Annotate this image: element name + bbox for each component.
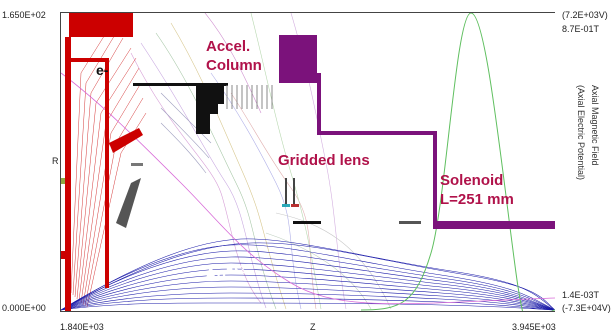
solenoid-length-label: L=251 mm — [440, 191, 514, 208]
right-axis-title-magnetic: Axial Magnetic Field — [590, 85, 600, 166]
right-axis-bottom-field: 1.4E-03T — [562, 290, 600, 300]
ion-base-label: Au — [205, 266, 227, 284]
simulation-plot — [60, 12, 555, 312]
pierce-electrode — [116, 178, 141, 228]
solenoid-electrode — [279, 35, 555, 229]
y-axis-bottom-tick: 0.000E+00 — [2, 303, 46, 313]
axial-magnetic-field-curve — [360, 13, 555, 311]
x-axis-right-tick: 3.945E+03 — [512, 322, 556, 332]
right-axis-top-potential: (7.2E+03V) — [562, 10, 608, 20]
x-axis-label: Z — [310, 322, 316, 332]
ion-charge-label: +32 — [226, 264, 245, 276]
ion-beam-trajectories — [61, 238, 555, 311]
gridded-lens-electrodes — [282, 178, 421, 224]
accel-column-label-line2: Column — [206, 57, 262, 74]
accel-column-rings — [226, 85, 273, 109]
axial-potential-curve — [61, 72, 555, 305]
accel-column-electrodes — [133, 83, 228, 134]
axis-marker — [61, 178, 65, 184]
electron-label: e- — [96, 62, 109, 78]
accel-column-label-line1: Accel. — [206, 38, 251, 55]
y-axis-label: R — [52, 156, 59, 166]
electron-trajectories — [70, 32, 147, 308]
electron-gun-electrodes — [61, 13, 143, 311]
gridded-lens-label: Gridded lens — [278, 152, 370, 169]
equipotential-lines — [130, 13, 392, 310]
pierce-electrode-tab — [131, 163, 143, 166]
right-axis-top-field: 8.7E-01T — [562, 24, 600, 34]
right-axis-bottom-potential: (-7.3E+04V) — [562, 303, 611, 313]
ion-species-label: Au+32 — [205, 262, 245, 283]
solenoid-label-line1: Solenoid — [440, 172, 504, 189]
simulation-canvas — [61, 13, 555, 311]
y-axis-top-tick: 1.650E+02 — [2, 10, 46, 20]
right-axis-title-potential: (Axial Electric Potential) — [576, 85, 586, 181]
x-axis-left-tick: 1.840E+03 — [60, 322, 104, 332]
